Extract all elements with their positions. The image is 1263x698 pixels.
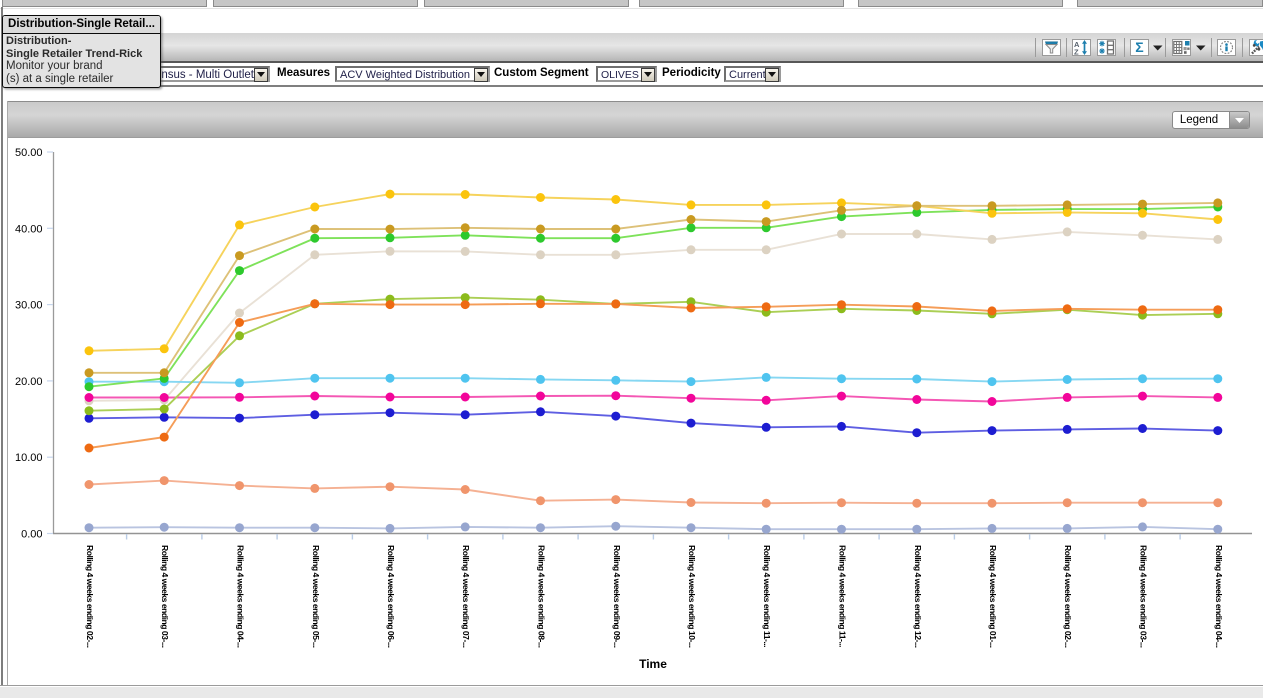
svg-text:Z: Z	[1074, 48, 1079, 56]
svg-text:Rolling 4 weeks ending 04-...: Rolling 4 weeks ending 04-...	[1214, 545, 1224, 648]
svg-text:30.00: 30.00	[15, 300, 43, 312]
svg-text:Rolling 4 weeks ending 04-...: Rolling 4 weeks ending 04-...	[236, 545, 246, 648]
svg-text:Rolling 4 weeks ending 05-...: Rolling 4 weeks ending 05-...	[311, 545, 321, 648]
svg-text:Rolling 4 weeks ending 06-...: Rolling 4 weeks ending 06-...	[386, 545, 396, 648]
svg-text:Rolling 4 weeks ending 11-...: Rolling 4 weeks ending 11-...	[762, 545, 772, 647]
svg-text:Rolling 4 weeks ending 09-...: Rolling 4 weeks ending 09-...	[612, 545, 622, 648]
svg-text:10.00: 10.00	[15, 452, 43, 464]
svg-text:20.00: 20.00	[15, 376, 43, 388]
svg-text:Rolling 4 weeks ending 02-...: Rolling 4 weeks ending 02-...	[1063, 545, 1073, 648]
svg-text:Rolling 4 weeks ending 10-...: Rolling 4 weeks ending 10-...	[687, 545, 697, 648]
svg-text:Rolling 4 weeks ending 07-...: Rolling 4 weeks ending 07-...	[461, 545, 471, 648]
svg-text:Rolling 4 weeks ending 08-...: Rolling 4 weeks ending 08-...	[537, 545, 547, 648]
svg-text:A: A	[1074, 40, 1080, 49]
svg-text:Rolling 4 weeks ending 12-...: Rolling 4 weeks ending 12-...	[913, 545, 923, 648]
svg-text:Rolling 4 weeks ending 03-...: Rolling 4 weeks ending 03-...	[160, 545, 170, 648]
svg-text:50.00: 50.00	[15, 147, 43, 159]
svg-text:Rolling 4 weeks ending 01-...: Rolling 4 weeks ending 01-...	[988, 545, 998, 648]
svg-text:Rolling 4 weeks ending 11-...: Rolling 4 weeks ending 11-...	[838, 545, 848, 647]
svg-text:Rolling 4 weeks ending 02-...: Rolling 4 weeks ending 02-...	[85, 545, 95, 648]
svg-text:Time: Time	[639, 657, 667, 671]
svg-text:40.00: 40.00	[15, 223, 43, 235]
svg-text:Rolling 4 weeks ending 03-...: Rolling 4 weeks ending 03-...	[1139, 545, 1149, 648]
svg-text:0.00: 0.00	[21, 529, 42, 541]
